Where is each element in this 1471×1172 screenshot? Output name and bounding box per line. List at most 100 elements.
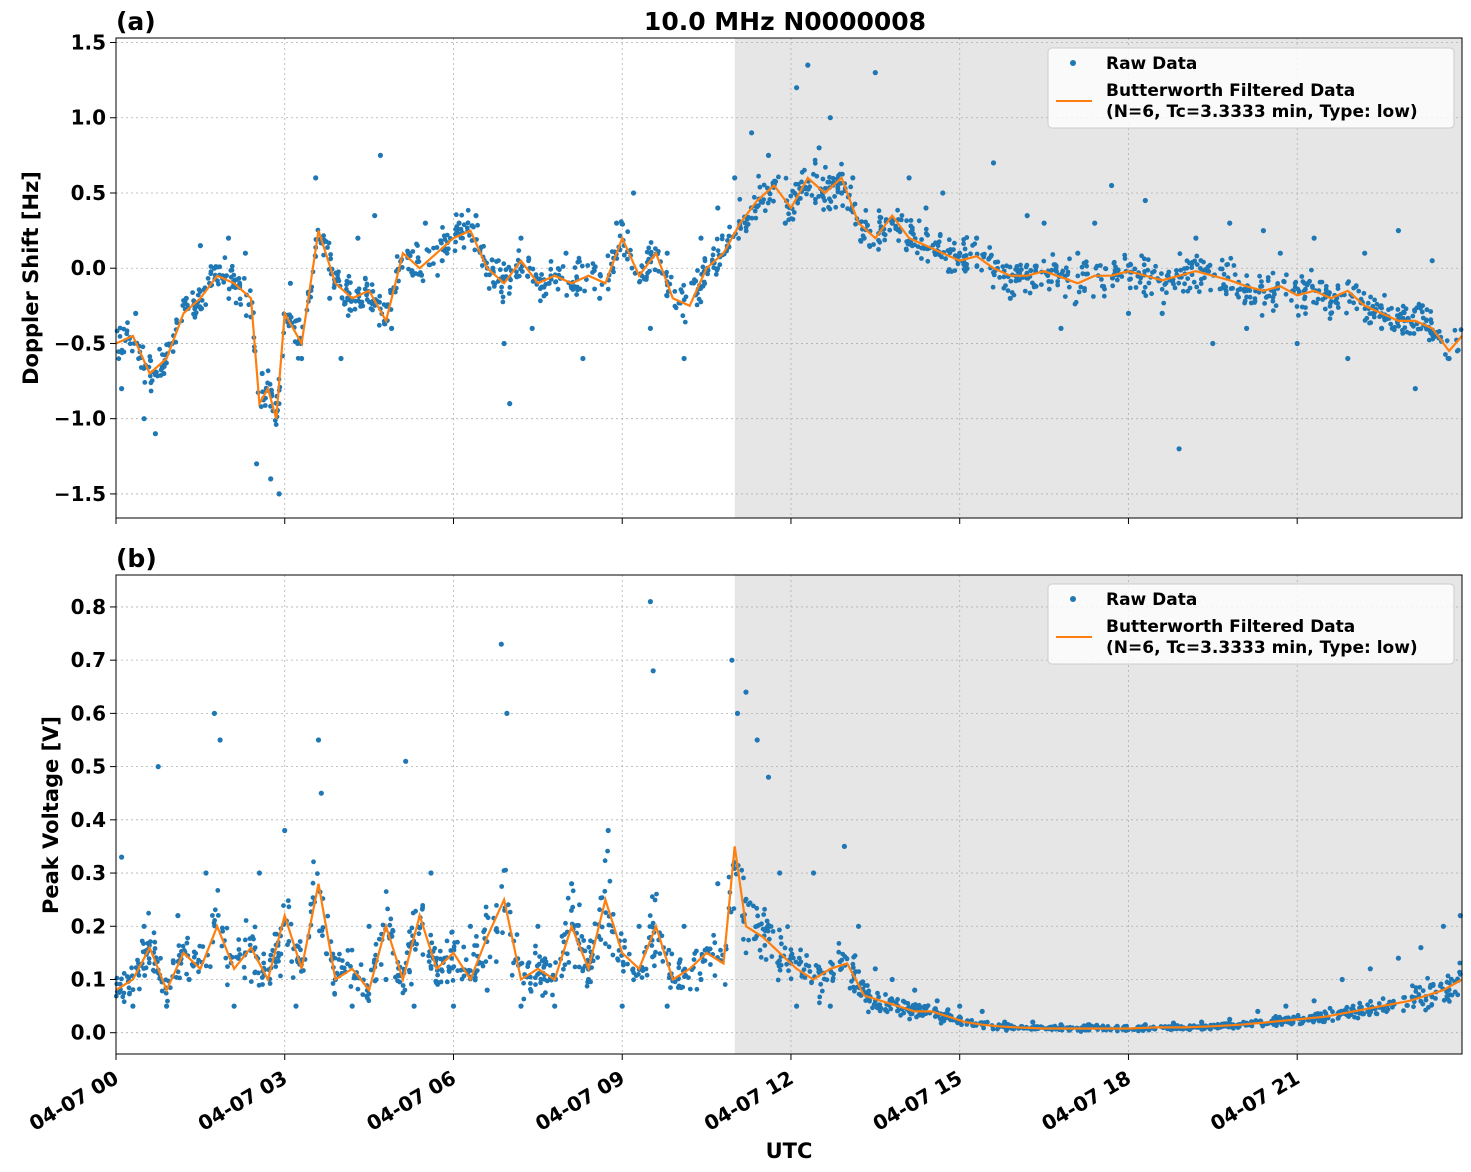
- raw-data-point: [743, 228, 749, 234]
- raw-data-point: [1159, 271, 1164, 276]
- x-tick-label: 04-07 03: [194, 1066, 292, 1136]
- raw-data-point: [435, 972, 440, 978]
- raw-data-point: [1008, 278, 1014, 284]
- raw-data-point: [230, 954, 235, 960]
- raw-data-point: [500, 299, 506, 305]
- raw-data-point: [914, 250, 920, 256]
- raw-data-point: [222, 255, 228, 261]
- panel-b-filtered-line: [115, 846, 1463, 1030]
- raw-data-point: [444, 938, 450, 944]
- raw-data-point: [1455, 347, 1461, 353]
- raw-data-point: [555, 286, 561, 292]
- raw-data-point: [762, 208, 768, 214]
- raw-data-point: [1361, 290, 1367, 296]
- raw-data-point: [877, 239, 883, 245]
- raw-data-point: [138, 365, 144, 370]
- raw-data-point: [867, 244, 873, 250]
- raw-data-point: [498, 289, 504, 295]
- raw-data-point: [184, 940, 190, 946]
- raw-data-point: [668, 985, 673, 990]
- raw-data-point: [565, 895, 571, 901]
- raw-data-point: [810, 870, 817, 876]
- raw-data-point: [364, 281, 370, 287]
- raw-data-point: [1046, 286, 1052, 292]
- x-tick-label: 04-07 06: [362, 1066, 460, 1136]
- raw-data-point: [1115, 267, 1121, 272]
- raw-data-point: [1391, 326, 1397, 332]
- raw-data-point: [1347, 299, 1352, 304]
- raw-data-point: [897, 229, 903, 235]
- raw-data-point: [459, 212, 465, 218]
- raw-data-point: [1379, 325, 1385, 331]
- raw-data-point: [804, 953, 809, 958]
- raw-data-point: [1232, 272, 1238, 277]
- raw-data-point: [497, 267, 503, 273]
- raw-data-point: [1078, 284, 1084, 290]
- raw-data-point: [801, 967, 807, 972]
- raw-data-point: [664, 269, 669, 275]
- raw-data-point: [592, 264, 598, 270]
- raw-data-point: [163, 990, 169, 996]
- raw-data-point: [798, 947, 803, 953]
- raw-data-point: [1196, 289, 1202, 295]
- raw-data-point: [799, 169, 805, 175]
- raw-data-point: [505, 902, 511, 908]
- raw-data-point: [1055, 282, 1061, 288]
- raw-data-point: [130, 1003, 136, 1009]
- raw-data-point: [823, 164, 828, 170]
- raw-data-point: [345, 313, 351, 318]
- raw-data-point: [446, 964, 452, 970]
- raw-data-point: [349, 947, 355, 953]
- raw-data-point: [142, 973, 148, 978]
- panel-b-ytick-label: 0.5: [71, 755, 106, 779]
- raw-data-point: [938, 1016, 943, 1022]
- raw-data-point: [233, 300, 239, 306]
- raw-data-point: [882, 232, 888, 238]
- raw-data-point: [1271, 1015, 1277, 1021]
- raw-data-point: [252, 924, 258, 930]
- raw-data-point: [916, 218, 922, 224]
- raw-data-point: [142, 380, 148, 385]
- raw-data-point: [1300, 279, 1306, 284]
- raw-data-point: [1053, 264, 1059, 270]
- raw-data-point: [788, 193, 794, 199]
- raw-data-point: [777, 927, 782, 933]
- raw-data-point: [865, 983, 870, 988]
- raw-data-point: [847, 985, 853, 991]
- raw-data-point: [1382, 316, 1387, 322]
- raw-data-point: [1320, 297, 1325, 302]
- raw-data-point: [1335, 1016, 1341, 1021]
- raw-data-point: [151, 930, 157, 936]
- panel-b-ylabel: Peak Voltage [V]: [39, 716, 63, 914]
- raw-data-point: [883, 992, 888, 997]
- raw-data-point: [444, 979, 450, 985]
- raw-data-point: [992, 259, 998, 265]
- raw-data-point: [681, 923, 687, 929]
- raw-data-point: [489, 257, 495, 263]
- raw-data-point: [1145, 257, 1151, 263]
- panel-a-ytick-label: −1.0: [54, 407, 106, 431]
- raw-data-point: [1395, 307, 1401, 312]
- raw-data-point: [1365, 1002, 1370, 1008]
- raw-data-point: [296, 944, 301, 950]
- raw-data-point: [1311, 998, 1317, 1004]
- raw-data-point: [347, 307, 353, 313]
- raw-data-point: [848, 184, 854, 190]
- panel-a-legend-raw-label: Raw Data: [1106, 54, 1197, 74]
- raw-data-point: [719, 236, 725, 242]
- raw-data-point: [647, 913, 653, 918]
- raw-data-point: [889, 996, 894, 1001]
- panel-a-legend-box: [1047, 47, 1455, 129]
- raw-data-point: [1374, 301, 1380, 307]
- panel-b-ytick-label: 0.1: [71, 967, 106, 991]
- raw-data-point: [465, 220, 471, 226]
- raw-data-point: [388, 287, 393, 293]
- raw-data-point: [287, 280, 293, 286]
- raw-data-point: [444, 232, 450, 238]
- raw-data-point: [428, 870, 434, 876]
- raw-data-point: [540, 993, 545, 998]
- raw-data-point: [882, 237, 888, 243]
- raw-data-point: [536, 961, 542, 967]
- raw-data-point: [445, 246, 451, 252]
- panel-b-ytick-label: 0.6: [71, 701, 106, 725]
